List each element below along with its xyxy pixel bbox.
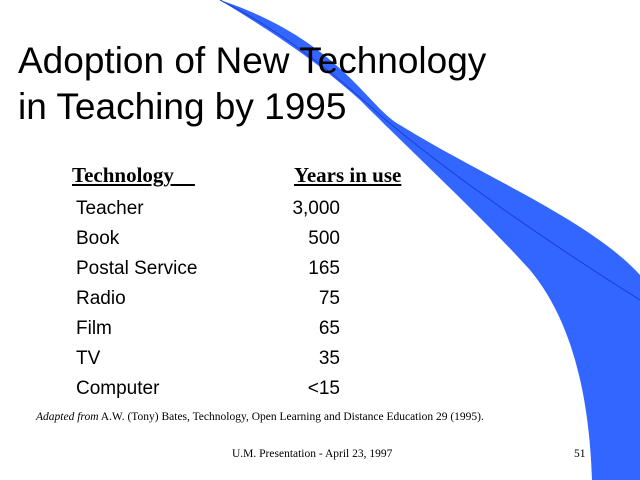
table-row: TV 35 — [76, 346, 376, 376]
technology-name: Book — [76, 228, 120, 249]
source-citation: Adapted from A.W. (Tony) Bates, Technolo… — [36, 411, 484, 423]
swoosh-shape — [220, 0, 640, 480]
table-row: Computer <15 — [76, 376, 376, 406]
years-value: 165 — [308, 258, 340, 279]
column-header-years: Years in use — [294, 163, 402, 187]
footer-presentation: U.M. Presentation - April 23, 1997 — [232, 448, 393, 460]
years-value: 65 — [318, 318, 340, 339]
technology-name: Teacher — [76, 198, 144, 219]
technology-name: Radio — [76, 288, 126, 309]
table-row: Book 500 — [76, 226, 376, 256]
technology-table: Teacher 3,000 Book 500 Postal Service 16… — [76, 196, 376, 406]
years-value: 75 — [318, 288, 340, 309]
page-number: 51 — [574, 448, 586, 460]
table-row: Postal Service 165 — [76, 256, 376, 286]
years-value: 500 — [308, 228, 340, 249]
citation-italic: Adapted from — [36, 411, 99, 423]
column-header-technology: Technology — [72, 163, 195, 187]
title-line-1: Adoption of New Technology — [18, 40, 487, 81]
years-value: <15 — [307, 378, 340, 399]
years-value: 3,000 — [292, 198, 340, 219]
table-row: Teacher 3,000 — [76, 196, 376, 226]
title-line-2: in Teaching by 1995 — [18, 86, 347, 127]
page-title: Adoption of New Technology in Teaching b… — [18, 38, 578, 130]
years-value: 35 — [318, 348, 340, 369]
table-row: Film 65 — [76, 316, 376, 346]
technology-name: Postal Service — [76, 258, 198, 279]
technology-name: TV — [76, 348, 101, 369]
citation-text: A.W. (Tony) Bates, Technology, Open Lear… — [98, 411, 484, 423]
table-row: Radio 75 — [76, 286, 376, 316]
technology-name: Film — [76, 318, 112, 339]
swoosh-outline — [219, 0, 640, 301]
technology-name: Computer — [76, 378, 160, 399]
